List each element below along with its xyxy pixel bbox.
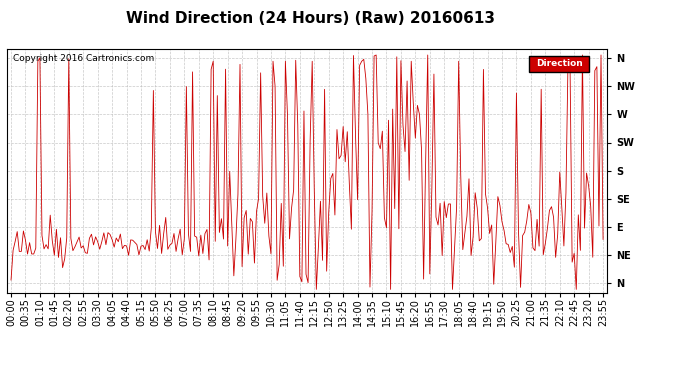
Text: Copyright 2016 Cartronics.com: Copyright 2016 Cartronics.com: [13, 54, 154, 63]
Text: Direction: Direction: [536, 60, 582, 69]
Text: Wind Direction (24 Hours) (Raw) 20160613: Wind Direction (24 Hours) (Raw) 20160613: [126, 11, 495, 26]
FancyBboxPatch shape: [529, 56, 589, 72]
